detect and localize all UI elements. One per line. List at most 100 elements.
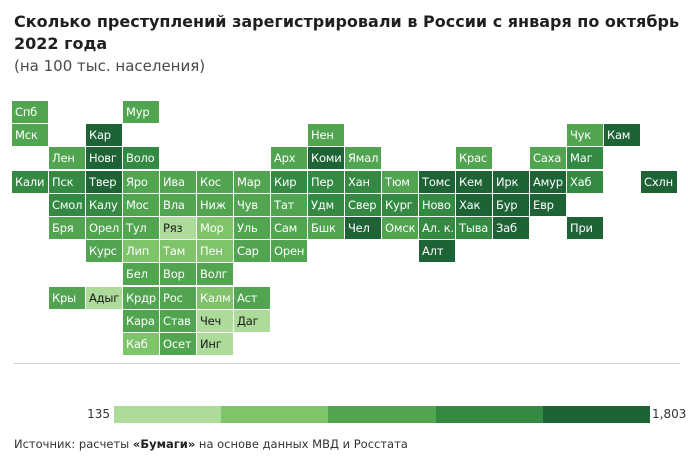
region-cell: Чел [345, 217, 381, 239]
region-cell: Ново [419, 193, 455, 216]
region-cell: Маг [567, 147, 603, 170]
region-cell: Волг [197, 263, 233, 286]
legend-max-label: 1,803 [652, 407, 687, 421]
region-cell: Уль [234, 217, 270, 239]
region-cell: Бел [123, 263, 159, 286]
region-cell: Тюм [382, 170, 418, 193]
region-cell: Арх [271, 147, 307, 170]
region-cell: Кем [456, 170, 492, 193]
region-cell: Схлн [641, 170, 677, 193]
region-cell: Кры [49, 286, 85, 309]
region-cell: Кара [123, 309, 159, 332]
region-cell: Пск [49, 170, 85, 193]
region-cell: Хан [345, 170, 381, 193]
region-cell: Кар [86, 124, 122, 147]
source-note: Источник: расчеты «Бумаги» на основе дан… [14, 436, 408, 452]
legend-segment [435, 406, 543, 423]
legend-color-scale [114, 406, 651, 423]
region-cell: Яро [123, 170, 159, 193]
region-cell: Сам [271, 217, 307, 239]
region-cell: Даг [234, 309, 270, 332]
region-cell: Кам [604, 124, 640, 147]
region-cell: Рос [160, 286, 196, 309]
region-cell: Ал. к. [419, 217, 455, 239]
region-cell: Кали [12, 170, 48, 193]
region-cell: Став [160, 309, 196, 332]
region-cell: Амур [530, 170, 566, 193]
region-cell: Кир [271, 170, 307, 193]
region-cell: Тыва [456, 217, 492, 239]
region-cell: Саха [530, 147, 566, 170]
region-cell: Осет [160, 333, 196, 355]
region-cell: Калу [86, 193, 122, 216]
region-cell: Ямал [345, 147, 381, 170]
chart-subtitle: (на 100 тыс. населения) [14, 57, 206, 75]
region-cell: Алт [419, 240, 455, 263]
region-cell: Воло [123, 147, 159, 170]
source-brand: «Бумаги» [132, 437, 196, 451]
region-cell: Каб [123, 333, 159, 355]
region-cell: Лен [49, 147, 85, 170]
chart-title: Сколько преступлений зарегистрировали в … [14, 12, 680, 53]
region-cell: Вла [160, 193, 196, 216]
region-cell: Крас [456, 147, 492, 170]
region-cell: Там [160, 240, 196, 263]
region-cell: Бур [493, 193, 529, 216]
region-cell: Пер [308, 170, 344, 193]
region-cell: Спб [12, 101, 48, 123]
region-cell: Чук [567, 124, 603, 147]
region-cell: Тат [271, 193, 307, 216]
region-cell: Мор [197, 217, 233, 239]
region-cell: Хак [456, 193, 492, 216]
region-cell: Свер [345, 193, 381, 216]
region-cell: Мск [12, 124, 48, 147]
region-cell: Ниж [197, 193, 233, 216]
region-cell: Курс [86, 240, 122, 263]
region-cell: Хаб [567, 170, 603, 193]
region-cell: Мос [123, 193, 159, 216]
region-cell: Адыг [86, 286, 122, 309]
region-cell: Лип [123, 240, 159, 263]
region-cell: Бшк [308, 217, 344, 239]
region-cell: Пен [197, 240, 233, 263]
region-cell: Орел [86, 217, 122, 239]
region-cell: Твер [86, 170, 122, 193]
legend-segment [328, 406, 436, 423]
region-cell: Бря [49, 217, 85, 239]
region-cell: Ирк [493, 170, 529, 193]
region-cell: Кос [197, 170, 233, 193]
region-cell: Мур [123, 101, 159, 123]
legend-segment [114, 406, 222, 423]
legend-min-label: 135 [87, 407, 110, 421]
region-cell: Евр [530, 193, 566, 216]
region-cell: Заб [493, 217, 529, 239]
region-cell: При [567, 217, 603, 239]
region-cell: Тул [123, 217, 159, 239]
region-cell: Смол [49, 193, 85, 216]
region-cell: Чеч [197, 309, 233, 332]
region-cell: Чув [234, 193, 270, 216]
region-cell: Омск [382, 217, 418, 239]
region-cell: Коми [308, 147, 344, 170]
region-cell: Сар [234, 240, 270, 263]
region-cell: Крдр [123, 286, 159, 309]
region-cell: Томс [419, 170, 455, 193]
source-prefix: Источник: расчеты [14, 437, 133, 451]
region-cell: Аст [234, 286, 270, 309]
region-cell: Нен [308, 124, 344, 147]
region-cell: Кург [382, 193, 418, 216]
legend-segment [542, 406, 651, 423]
region-cell: Ряз [160, 217, 196, 239]
legend-segment [221, 406, 329, 423]
region-cell: Новг [86, 147, 122, 170]
region-cell: Удм [308, 193, 344, 216]
region-cell: Ива [160, 170, 196, 193]
map-baseline [14, 363, 680, 364]
region-cell: Мар [234, 170, 270, 193]
source-suffix: на основе данных МВД и Росстата [195, 437, 408, 451]
region-cell: Вор [160, 263, 196, 286]
region-cell: Калм [197, 286, 233, 309]
region-cell: Орен [271, 240, 307, 263]
region-cell: Инг [197, 333, 233, 355]
